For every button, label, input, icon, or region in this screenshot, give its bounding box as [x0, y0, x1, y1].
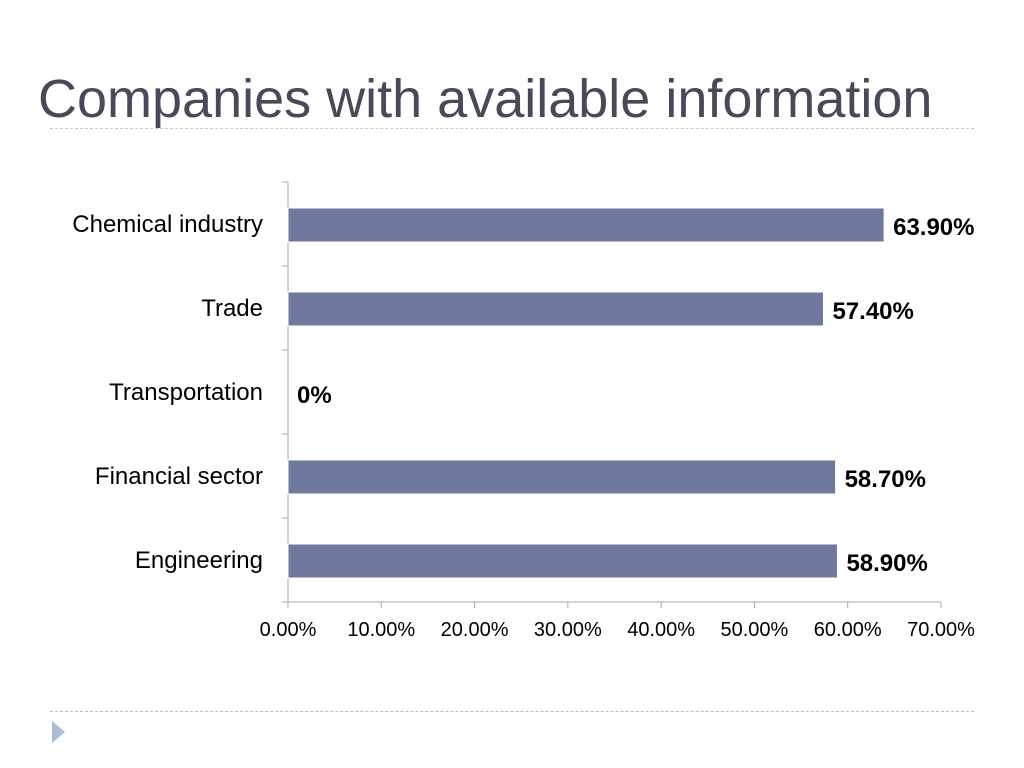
- bar: [287, 459, 837, 495]
- category-label: Transportation: [109, 379, 263, 406]
- category-label: Chemical industry: [72, 211, 263, 238]
- x-tick-label: 10.00%: [347, 619, 415, 641]
- x-tick-label: 0.00%: [260, 619, 317, 641]
- footer-divider: [50, 711, 974, 712]
- bar: [287, 207, 885, 243]
- data-label: 58.70%: [845, 466, 926, 493]
- data-label: 63.90%: [893, 214, 974, 241]
- bar: [287, 291, 824, 327]
- data-label: 57.40%: [832, 298, 913, 325]
- slide-title: Companies with available information: [38, 69, 933, 129]
- category-label: Trade: [201, 295, 263, 322]
- category-label: Engineering: [135, 547, 263, 574]
- x-tick-label: 70.00%: [907, 619, 975, 641]
- data-label: 58.90%: [846, 550, 927, 577]
- category-label: Financial sector: [95, 463, 263, 490]
- data-label: 0%: [297, 382, 332, 409]
- title-divider: [50, 128, 974, 129]
- x-tick-label: 30.00%: [534, 619, 602, 641]
- x-tick-label: 60.00%: [814, 619, 882, 641]
- bullet-arrow-icon: [52, 721, 65, 743]
- x-tick-label: 20.00%: [441, 619, 509, 641]
- x-tick-label: 40.00%: [627, 619, 695, 641]
- bar: [287, 543, 838, 579]
- x-tick-label: 50.00%: [721, 619, 789, 641]
